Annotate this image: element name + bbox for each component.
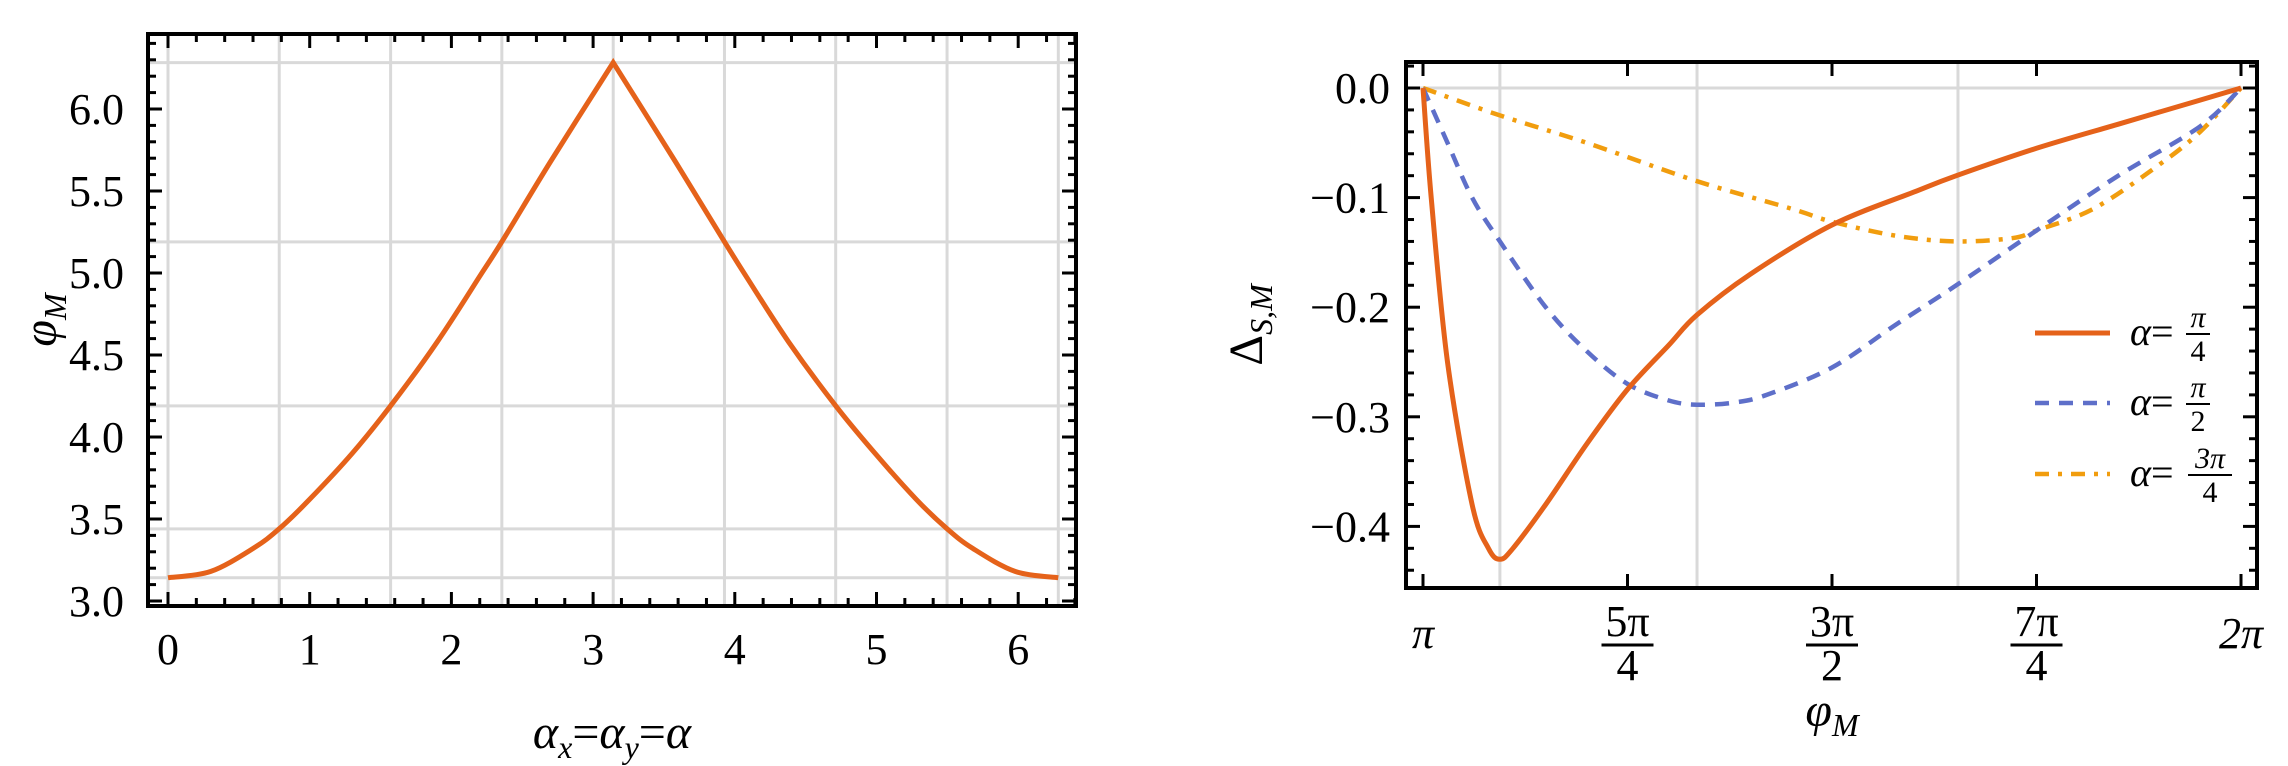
legend-label: α= — [2130, 450, 2174, 495]
right-y-axis-label: ΔS,M — [1220, 282, 1279, 366]
svg-text:4: 4 — [1617, 641, 1639, 690]
right-gridlines — [1406, 62, 2257, 588]
series-line-solid — [1420, 85, 2242, 562]
y-tick-label: 3.0 — [69, 577, 124, 626]
right-y-tick-labels: 0.0 −0.1 −0.2 −0.3 −0.4 — [1310, 64, 1390, 551]
y-tick-label: −0.1 — [1310, 174, 1390, 223]
legend: α= π4α= π2α= 3π4 — [2035, 301, 2232, 509]
y-tick-label: 3.5 — [69, 495, 124, 544]
right-x-axis-label: φM — [1805, 684, 1861, 743]
y-tick-label: 6.0 — [69, 85, 124, 134]
x-tick-label: 5π4 — [1601, 597, 1654, 690]
y-tick-label: 5.5 — [69, 167, 124, 216]
svg-text:4: 4 — [2191, 335, 2206, 368]
x-tick-label: 2π — [2219, 609, 2265, 658]
svg-text:3π: 3π — [1810, 597, 1854, 646]
svg-text:2: 2 — [1821, 641, 1843, 690]
y-tick-label: 5.0 — [69, 249, 124, 298]
series-line-dashed — [1420, 86, 2243, 408]
svg-text:2: 2 — [2191, 405, 2206, 438]
legend-label: α= — [2130, 379, 2174, 424]
series-line-dashdot — [1422, 85, 2243, 244]
x-tick-label: 3π2 — [1806, 597, 1858, 690]
svg-text:π: π — [1412, 609, 1436, 658]
legend-label: α= — [2130, 309, 2174, 354]
left-ticks — [148, 34, 1077, 606]
left-series — [167, 57, 1059, 581]
left-y-tick-labels: 3.0 3.5 4.0 4.5 5.0 5.5 6.0 — [69, 85, 124, 626]
x-tick-label: π — [1412, 609, 1436, 658]
y-tick-label: −0.3 — [1310, 393, 1390, 442]
svg-text:π: π — [2190, 371, 2206, 404]
svg-text:7π: 7π — [2014, 597, 2058, 646]
x-tick-label: 2 — [440, 625, 462, 674]
x-tick-label: 4 — [724, 625, 746, 674]
left-x-axis-label: αx=αy=α — [533, 706, 692, 765]
legend-item: α= π2 — [2035, 371, 2210, 438]
left-y-axis-label: φM — [14, 291, 73, 347]
x-tick-label: 0 — [157, 625, 179, 674]
left-plot-frame — [146, 32, 1078, 608]
y-tick-label: 0.0 — [1335, 64, 1390, 113]
x-tick-label: 6 — [1007, 625, 1029, 674]
svg-text:π: π — [2190, 301, 2206, 334]
svg-text:4: 4 — [2203, 476, 2218, 509]
legend-item: α= 3π4 — [2035, 442, 2232, 509]
svg-text:4: 4 — [2026, 641, 2048, 690]
y-tick-label: −0.2 — [1310, 283, 1390, 332]
svg-text:2π: 2π — [2219, 609, 2265, 658]
x-tick-label: 3 — [582, 625, 604, 674]
right-ticks — [1406, 62, 2257, 588]
x-tick-label: 5 — [866, 625, 888, 674]
left-x-tick-labels: 0 1 2 3 4 5 6 — [157, 625, 1029, 674]
right-series — [1420, 85, 2243, 562]
x-tick-label: 1 — [299, 625, 321, 674]
x-tick-label: 7π4 — [2010, 597, 2063, 690]
series-line — [167, 57, 1059, 581]
svg-text:5π: 5π — [1605, 597, 1649, 646]
legend-item: α= π4 — [2035, 301, 2210, 368]
y-tick-label: −0.4 — [1310, 502, 1390, 551]
left-chart: 0 1 2 3 4 5 6 3.0 3.5 4.0 4.5 5.0 5.5 6.0 αx=αy=α φM — [14, 32, 1078, 765]
svg-text:3π: 3π — [2194, 442, 2226, 475]
y-tick-label: 4.0 — [69, 413, 124, 462]
y-tick-label: 4.5 — [69, 331, 124, 380]
